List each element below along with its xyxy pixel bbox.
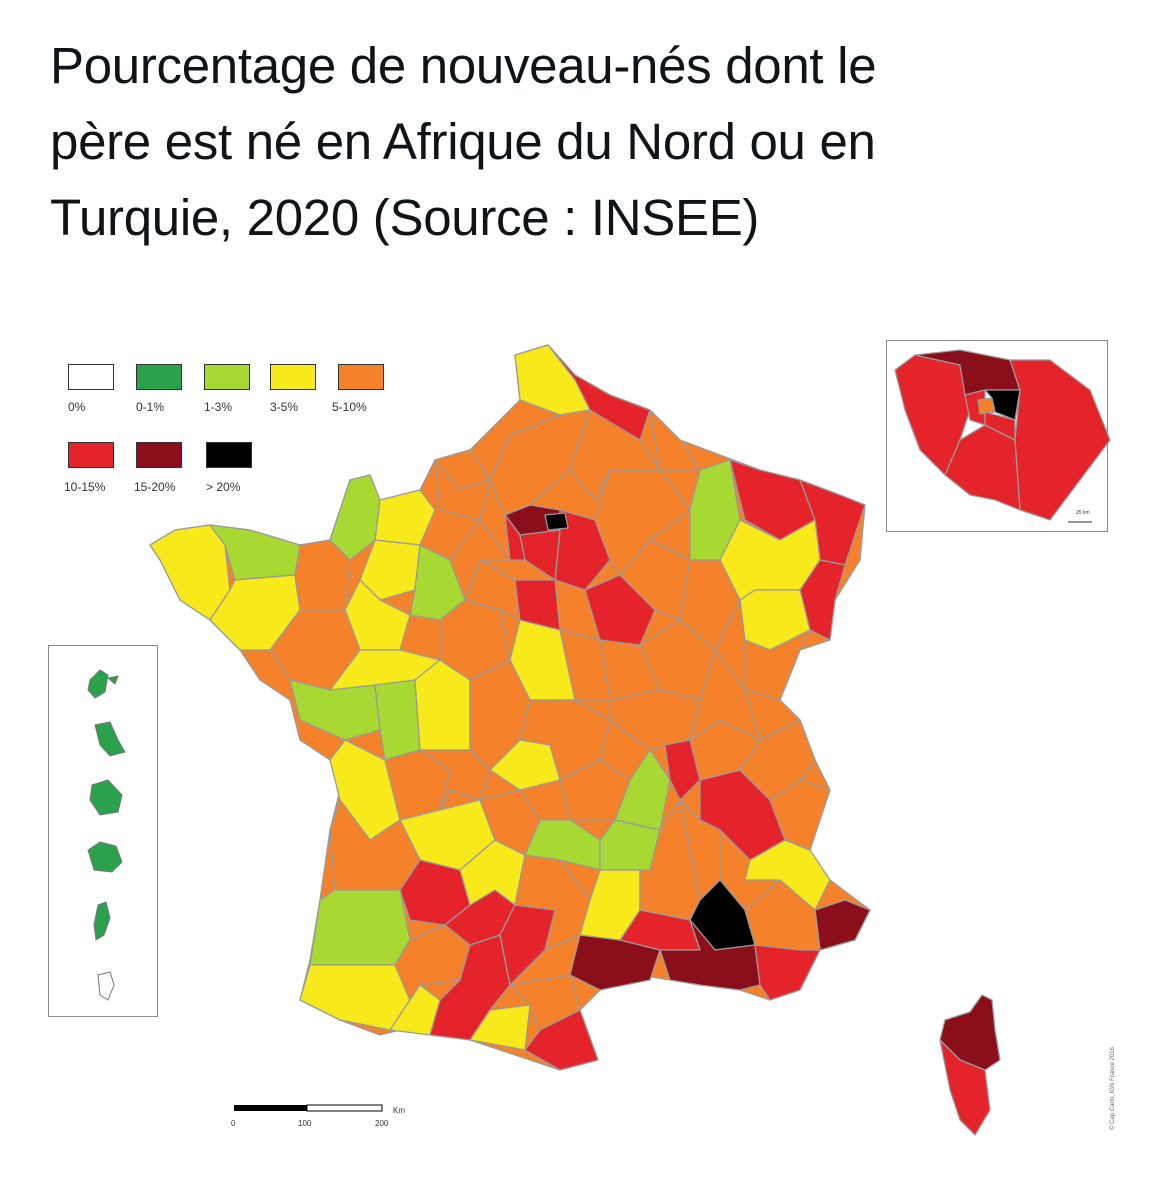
- scale-tick-0: 0: [231, 1119, 236, 1128]
- scale-unit: Km: [393, 1106, 405, 1115]
- idf-inset-map: [894, 349, 1111, 521]
- legend-label-4: 5-10%: [332, 400, 367, 414]
- dept-alpes-maritimes: [814, 899, 871, 951]
- legend-swatch-7: [206, 442, 252, 468]
- legend-swatch-4: [338, 364, 384, 390]
- dept-corse-du-sud: [939, 1039, 991, 1136]
- legend-swatch-1: [136, 364, 182, 390]
- dept-finistere: [149, 524, 231, 621]
- legend-label-0: 0%: [68, 400, 86, 414]
- overseas-inset-frame: [48, 645, 158, 1017]
- guyane: [89, 779, 123, 816]
- title-line-1: Pourcentage de nouveau-nés dont le: [50, 37, 877, 94]
- scale-bar-black: [234, 1105, 307, 1111]
- legend-swatch-2: [204, 364, 250, 390]
- martinique: [94, 721, 126, 757]
- scale-bar: [234, 1104, 383, 1112]
- dept-var: [754, 944, 821, 1001]
- dept-landes: [309, 889, 411, 966]
- guadeloupe: [87, 669, 119, 699]
- dept-paris-petite-couronne: [544, 512, 569, 531]
- dept-pyrenees-orientales: [524, 1009, 599, 1071]
- dept-eure-loir: [449, 519, 511, 601]
- dept-bouches-rhone: [659, 919, 761, 991]
- dept-hautes-pyrenees: [389, 984, 441, 1036]
- title-line-3: Turquie, 2020 (Source : INSEE): [50, 189, 760, 246]
- corse: [939, 994, 1001, 1136]
- reunion: [87, 841, 123, 873]
- legend-label-6: 15-20%: [134, 480, 176, 494]
- dept-rhone: [664, 739, 701, 801]
- legend-swatch-5: [68, 442, 114, 468]
- dept-haute-marne: [679, 559, 741, 651]
- scale-tick-200: 200: [375, 1119, 389, 1128]
- dept-seine-maritime: [434, 449, 491, 491]
- idf-inset-seine-marne: [1009, 359, 1111, 521]
- title-line-2: père est né en Afrique du Nord ou en: [50, 113, 876, 170]
- idf-inset-seine-saint-denis: [984, 389, 1021, 421]
- legend-swatch-3: [270, 364, 316, 390]
- map-legend: 0% 0-1% 1-3% 3-5% 5-10% 10-15% 15-20% > …: [60, 360, 400, 500]
- scale-tick-100: 100: [298, 1119, 312, 1128]
- idf-inset-essonne: [944, 424, 1021, 511]
- dept-oise: [489, 409, 591, 516]
- idf-inset-val-de-marne: [984, 411, 1016, 441]
- legend-label-1: 0-1%: [136, 400, 165, 414]
- legend-label-5: 10-15%: [64, 480, 106, 494]
- legend-label-3: 3-5%: [270, 400, 299, 414]
- dept-loire: [614, 749, 671, 831]
- dept-jura: [689, 649, 761, 741]
- map-title: Pourcentage de nouveau-nés dont le père …: [50, 28, 1130, 256]
- dept-aveyron: [514, 854, 591, 951]
- mayotte: [93, 901, 111, 941]
- legend-swatch-0: [68, 364, 114, 390]
- idf-scale-label: 25 km: [1076, 510, 1090, 516]
- france-departements: [149, 344, 871, 1071]
- legend-label-7: > 20%: [206, 480, 241, 494]
- saint-pierre-miquelon: [97, 971, 115, 1001]
- scale-bar-white: [306, 1104, 383, 1112]
- overseas-islands: [87, 669, 126, 1001]
- legend-label-2: 1-3%: [204, 400, 233, 414]
- dept-pyrenees-atlantiques: [299, 964, 411, 1031]
- map-credit: © Cap Carto, IGN France 2016: [1110, 1047, 1116, 1130]
- legend-swatch-6: [136, 442, 182, 468]
